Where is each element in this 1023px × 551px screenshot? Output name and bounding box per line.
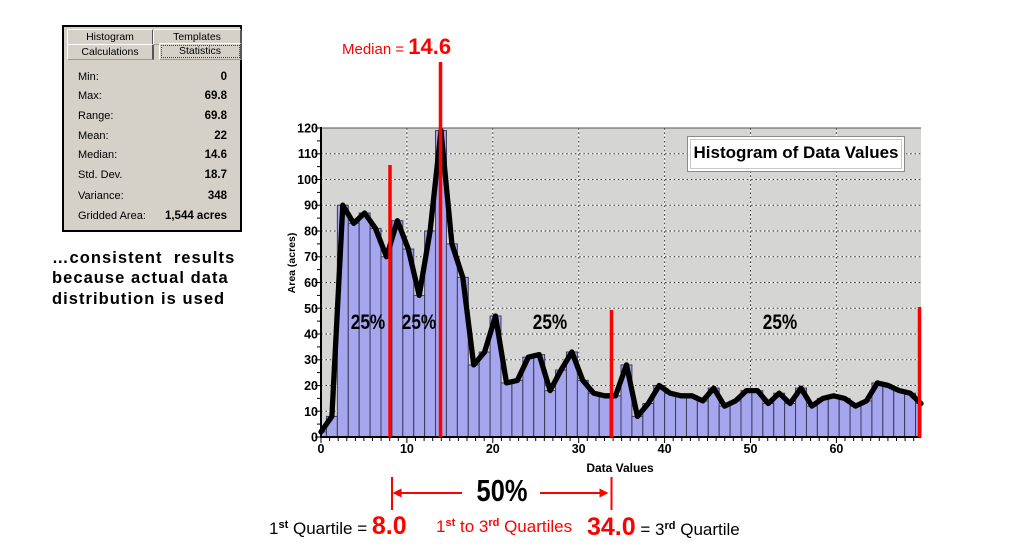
svg-text:0: 0 (311, 431, 318, 445)
svg-text:120: 120 (297, 122, 318, 136)
svg-text:30: 30 (572, 442, 586, 456)
svg-text:70: 70 (304, 250, 318, 264)
svg-text:Area (acres): Area (acres) (286, 233, 298, 294)
svg-text:60: 60 (304, 276, 318, 290)
svg-text:50: 50 (744, 442, 758, 456)
svg-text:40: 40 (304, 328, 318, 342)
svg-text:10: 10 (400, 442, 414, 456)
svg-text:0: 0 (318, 442, 325, 456)
svg-text:90: 90 (304, 199, 318, 213)
svg-text:110: 110 (298, 147, 318, 161)
svg-text:Data Values: Data Values (586, 461, 654, 475)
svg-text:100: 100 (297, 173, 318, 187)
svg-text:60: 60 (829, 442, 843, 456)
svg-text:40: 40 (658, 442, 672, 456)
svg-text:50: 50 (304, 302, 318, 316)
svg-text:30: 30 (304, 353, 318, 367)
svg-text:80: 80 (304, 225, 318, 239)
svg-text:10: 10 (304, 405, 318, 419)
svg-text:20: 20 (304, 379, 318, 393)
svg-text:20: 20 (486, 442, 500, 456)
